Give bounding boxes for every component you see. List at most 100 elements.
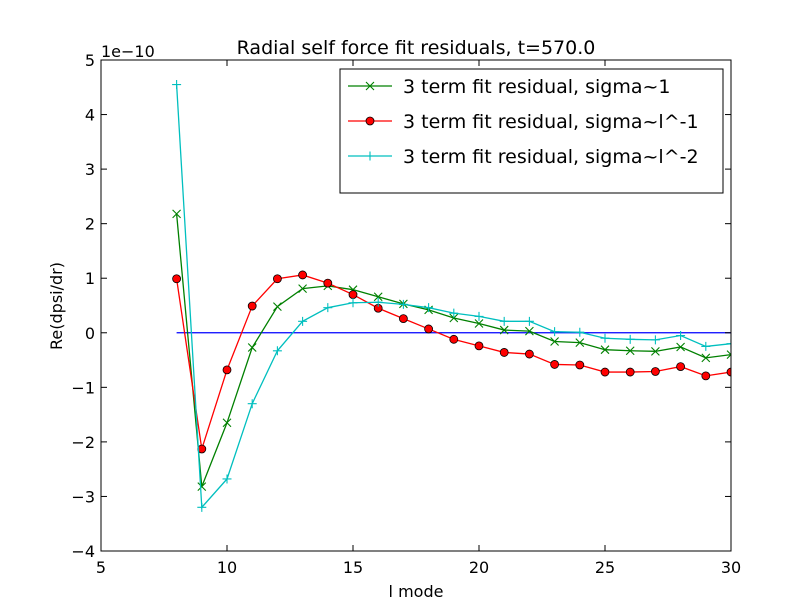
y-tick-label: 2 [85, 215, 95, 234]
y-tick-label: −4 [71, 542, 95, 561]
x-tick-label: 25 [595, 558, 615, 577]
x-tick-label: 15 [343, 558, 363, 577]
x-tick-label: 30 [721, 558, 741, 577]
series-1-point [600, 345, 610, 355]
legend-entry-2: 3 term fit residual, sigma~l^-1 [348, 111, 699, 133]
legend-label: 3 term fit residual, sigma~l^-2 [403, 146, 699, 168]
legend-swatch-marker [365, 81, 375, 91]
legend-label: 3 term fit residual, sigma~1 [403, 76, 671, 98]
series-3-point [575, 327, 585, 337]
series-2-point [272, 274, 282, 284]
axes-frame [100, 59, 732, 552]
series-3-point [172, 80, 182, 90]
series-2-point [676, 362, 685, 372]
y-tick-label: 0 [85, 324, 95, 343]
series-2-point [625, 367, 635, 377]
series-2-point [323, 278, 333, 288]
series-1-point [499, 325, 509, 335]
series-1-point [298, 284, 307, 293]
series-1-point [222, 418, 232, 428]
series-3-point [348, 298, 358, 308]
y-tick-label: −3 [71, 487, 95, 506]
legend-swatch-marker [365, 116, 375, 126]
series-3-point [222, 474, 232, 484]
series-3-point [726, 339, 731, 349]
series-3-point [373, 297, 383, 307]
legend-entry-3: 3 term fit residual, sigma~l^-2 [348, 146, 699, 168]
series-1-point [273, 302, 282, 311]
y-axis-offset-label: 1e−10 [101, 42, 155, 61]
series-3-point [676, 331, 686, 341]
y-tick-label: −2 [71, 433, 95, 452]
series-2-point [222, 365, 232, 375]
chart-title: Radial self force fit residuals, t=570.0 [237, 37, 596, 59]
legend-label: 3 term fit residual, sigma~l^-1 [403, 111, 699, 133]
series-2-point [701, 371, 711, 381]
series-1-point [625, 346, 635, 356]
series-2-point [247, 301, 257, 311]
series-3-point [600, 333, 610, 343]
series-2-point [525, 349, 534, 359]
series-2-point [172, 274, 182, 284]
series-1-point [676, 342, 685, 352]
series-2-point [499, 348, 509, 357]
series-2-point [600, 367, 610, 377]
series-2-point [474, 341, 484, 351]
series-3 [172, 80, 731, 512]
series-1-point [651, 346, 660, 356]
plot-series-group [172, 80, 731, 512]
y-tick-label: 4 [85, 106, 95, 125]
series-3-point [701, 341, 711, 351]
series-1-point [449, 313, 459, 323]
series-2-point [550, 360, 559, 369]
series-2-point [651, 367, 660, 376]
series-3-point [247, 399, 257, 409]
x-axis-title: l mode [389, 582, 444, 601]
series-1-point [575, 338, 585, 347]
y-tick-label: 3 [85, 160, 95, 179]
series-3-point [424, 303, 434, 313]
series-1-point [197, 482, 207, 492]
series-1-point [525, 326, 534, 336]
series-2-point [398, 314, 408, 323]
series-1-point [726, 350, 731, 359]
series-3-point [323, 303, 333, 313]
series-3-point [499, 316, 509, 326]
x-tick-label: 5 [96, 558, 106, 577]
series-2-point [424, 324, 434, 334]
series-2-point [449, 334, 459, 344]
series-2-point [575, 360, 585, 370]
series-1-point [701, 353, 711, 363]
plot-area [172, 80, 731, 512]
series-3-point [298, 316, 308, 326]
series-3-point [197, 502, 207, 512]
series-2-point [298, 270, 308, 280]
series-3-point [650, 335, 660, 345]
axes: 5 10 15 20 25 30 −4 −3 −2 −1 0 1 2 3 4 5 [71, 51, 741, 577]
y-tick-label: 1 [85, 269, 95, 288]
series-3-point [449, 308, 459, 318]
legend: 3 term fit residual, sigma~1 3 term fit r… [339, 68, 724, 194]
series-1-point [550, 337, 559, 346]
series-1-point [247, 343, 257, 352]
legend-swatch-marker [365, 151, 375, 161]
series-3-point [524, 316, 534, 326]
series-1-point [373, 292, 383, 302]
series-3-point [398, 299, 408, 309]
y-tick-label: 5 [85, 51, 95, 70]
series-3-point [474, 311, 484, 321]
series-1-point [474, 319, 484, 328]
series-2-point [726, 367, 731, 377]
y-axis-title: Re(dpsi/dr) [47, 262, 66, 350]
series-3-point [550, 327, 560, 337]
y-tick-label: −1 [71, 378, 95, 397]
x-tick-label: 10 [217, 558, 237, 577]
legend-entry-1: 3 term fit residual, sigma~1 [348, 76, 671, 98]
series-2-point [348, 290, 358, 299]
legend-box [339, 68, 724, 194]
series-1 [172, 209, 731, 492]
x-tick-label: 20 [469, 558, 489, 577]
series-1-point [172, 209, 181, 219]
